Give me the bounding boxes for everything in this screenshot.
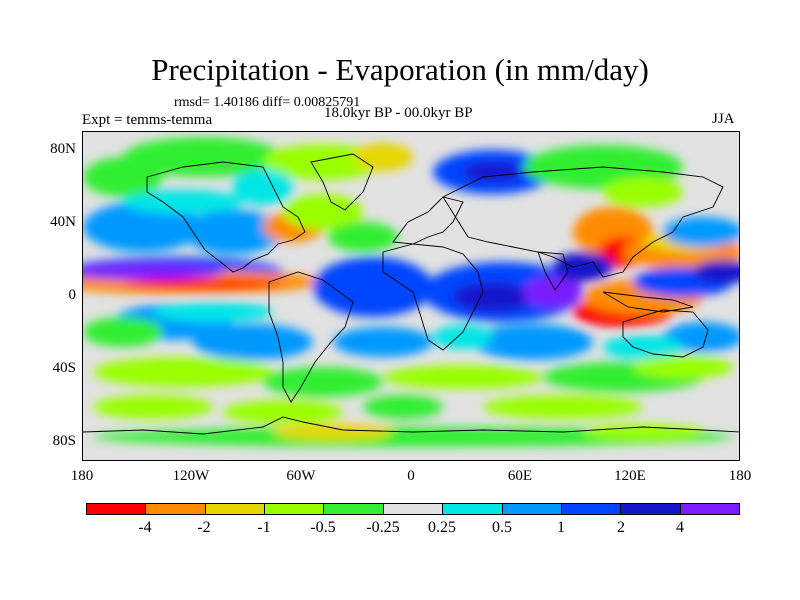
map-title: Precipitation - Evaporation (in mm/day) bbox=[151, 52, 649, 87]
x-tick-120e: 120E bbox=[614, 468, 646, 484]
colorbar-label: -1 bbox=[257, 519, 271, 536]
colorbar-box bbox=[146, 504, 206, 514]
map-field bbox=[83, 132, 739, 460]
colorbar-box bbox=[87, 504, 147, 514]
y-tick-80s: 80S bbox=[52, 433, 76, 449]
colorbar-label: -4 bbox=[138, 519, 152, 536]
colorbar-box bbox=[324, 504, 384, 514]
field-blobs bbox=[83, 137, 739, 447]
colorbar-label: -2 bbox=[197, 519, 211, 536]
statistics-label: rmsd= 1.40186 diff= 0.00825791 bbox=[174, 95, 361, 110]
colorbar-label: -0.25 bbox=[366, 519, 400, 536]
y-tick-0: 0 bbox=[68, 287, 77, 303]
colorbar-label: 1 bbox=[557, 519, 565, 536]
colorbar-box bbox=[680, 504, 739, 514]
experiment-label: Expt = temms-temma bbox=[82, 112, 213, 128]
colorbar-label: -0.5 bbox=[310, 519, 336, 536]
colorbar-box bbox=[205, 504, 266, 514]
colorbar-label: 4 bbox=[676, 519, 684, 536]
period-label: 18.0kyr BP - 00.0kyr BP bbox=[324, 105, 473, 121]
y-tick-80n: 80N bbox=[50, 141, 76, 157]
colorbar-box bbox=[383, 504, 444, 514]
colorbar bbox=[86, 503, 740, 515]
world-map bbox=[82, 131, 740, 461]
x-tick-180-right: 180 bbox=[728, 468, 752, 484]
x-tick-120w: 120W bbox=[172, 468, 210, 484]
colorbar-label: 2 bbox=[617, 519, 625, 536]
colorbar-box bbox=[265, 504, 325, 514]
y-tick-40n: 40N bbox=[50, 214, 76, 230]
x-tick-0: 0 bbox=[407, 468, 415, 484]
x-tick-60e: 60E bbox=[507, 468, 533, 484]
x-tick-60w: 60W bbox=[286, 468, 316, 484]
colorbar-label: 0.25 bbox=[428, 519, 456, 536]
x-tick-180-left: 180 bbox=[70, 468, 94, 484]
colorbar-box bbox=[443, 504, 503, 514]
coastlines bbox=[83, 153, 739, 435]
y-tick-40s: 40S bbox=[52, 360, 76, 376]
colorbar-box bbox=[561, 504, 622, 514]
colorbar-box bbox=[621, 504, 681, 514]
colorbar-label: 0.5 bbox=[492, 519, 512, 536]
colorbar-box bbox=[502, 504, 562, 514]
season-label: JJA bbox=[712, 111, 735, 127]
